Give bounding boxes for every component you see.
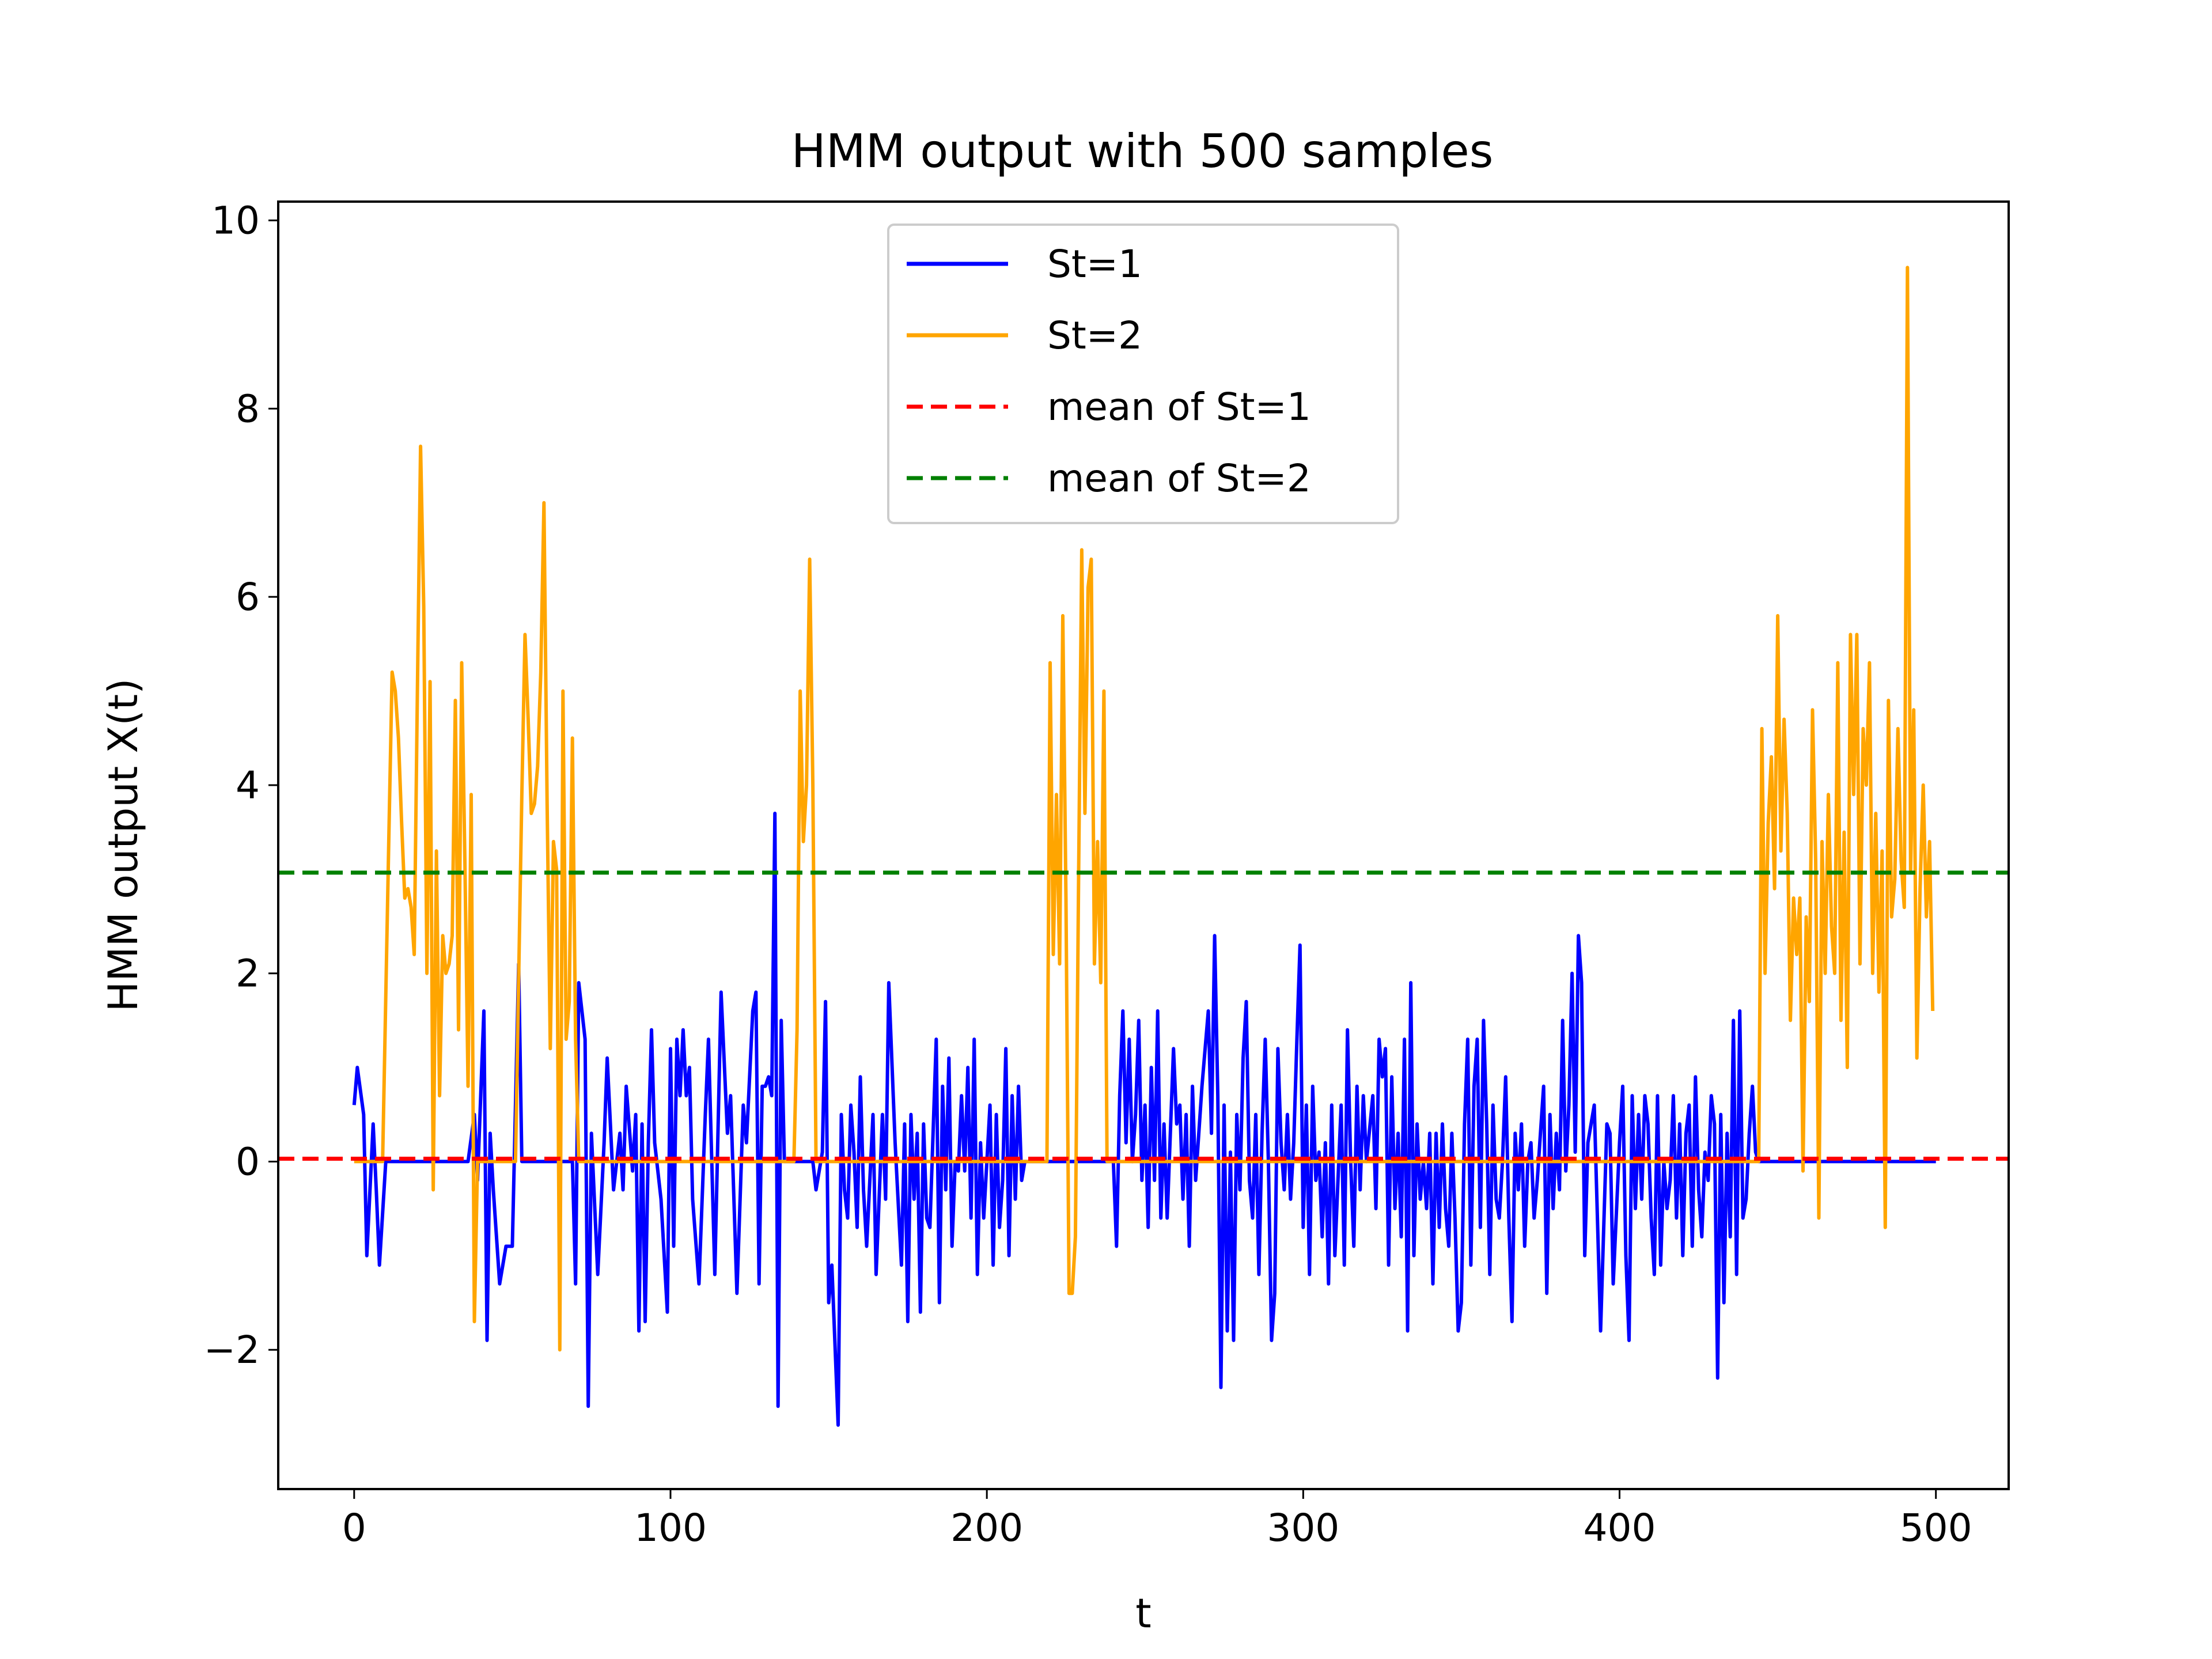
- plot-frame: [277, 200, 2010, 1490]
- x-tick-label: 200: [950, 1506, 1023, 1550]
- legend-box: [887, 224, 1399, 524]
- y-axis: −2 0 2 4 6 8 10: [204, 199, 278, 1372]
- legend-label-mean-of-st-1: mean of St=1: [1047, 385, 1311, 429]
- series-line-st-2: [354, 266, 1935, 1352]
- y-tick-label: 0: [236, 1139, 260, 1184]
- x-tick-label: 300: [1267, 1506, 1339, 1550]
- series-layer: [278, 266, 2009, 1427]
- y-tick-label: 10: [211, 199, 260, 243]
- x-axis-label: t: [1135, 1590, 1151, 1637]
- x-tick-label: 100: [634, 1506, 707, 1550]
- x-tick-label: 400: [1584, 1506, 1656, 1550]
- x-tick-label: 500: [1900, 1506, 1972, 1550]
- y-tick-label: 2: [236, 952, 260, 996]
- y-tick-label: 8: [236, 387, 260, 431]
- y-tick-label: 4: [236, 763, 260, 808]
- series-line-st-1: [352, 812, 1936, 1427]
- y-axis-label: HMM output X(t): [100, 679, 147, 1012]
- legend: St=1 St=2 mean of St=1 mean of St=2: [887, 224, 1399, 524]
- y-tick-label: −2: [204, 1328, 260, 1372]
- legend-label-st-2: St=2: [1047, 313, 1142, 358]
- x-tick-label: 0: [342, 1506, 366, 1550]
- legend-label-mean-of-st-2: mean of St=2: [1047, 456, 1311, 501]
- legend-label-st-1: St=1: [1047, 242, 1142, 286]
- chart-title: HMM output with 500 samples: [791, 124, 1494, 178]
- y-tick-label: 6: [236, 575, 260, 619]
- x-axis: 0 100 200 300 400 500: [342, 1489, 1972, 1550]
